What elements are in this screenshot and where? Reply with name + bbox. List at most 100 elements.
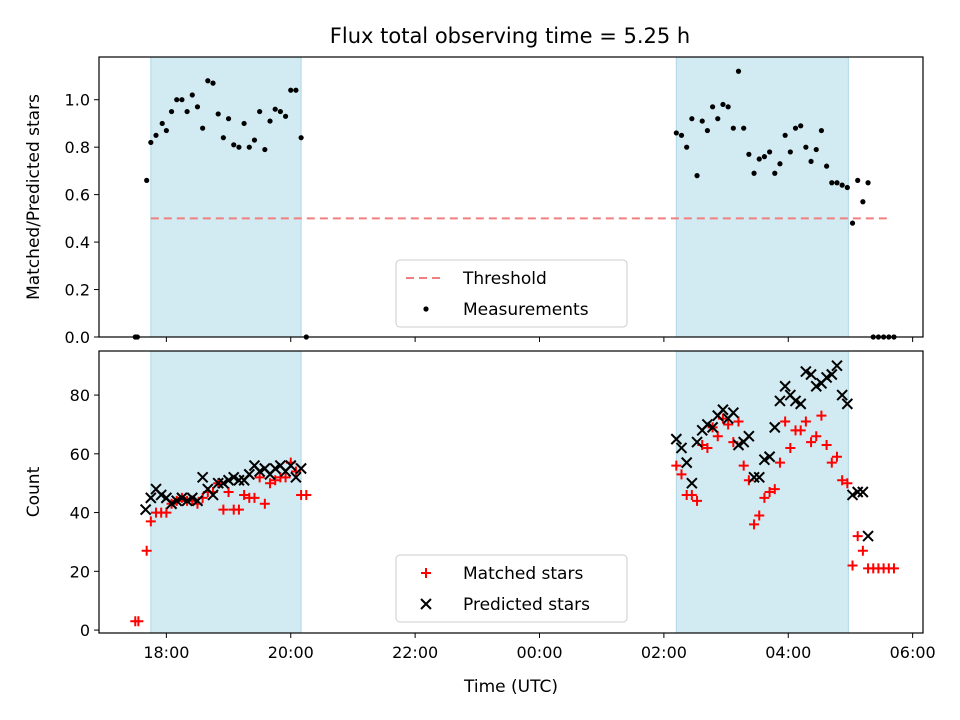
- matched-star-point: [738, 460, 749, 471]
- measurement-point: [210, 80, 216, 86]
- observing-window: [675, 56, 849, 338]
- matched-star-point: [218, 504, 229, 515]
- predicted-star-point: [800, 365, 812, 378]
- x-tick-label: 00:00: [516, 643, 562, 662]
- bottom-panel: 0 20 40 60 80 18:00 20:00 22:00 00:00 02:00 04:00 0…: [24, 350, 936, 697]
- measurement-point: [267, 118, 273, 124]
- measurement-point: [694, 173, 700, 179]
- legend-matched-swatch: [421, 568, 431, 578]
- legend-label: Measurements: [463, 300, 589, 320]
- matched-star-point: [254, 472, 265, 483]
- matched-star-point: [821, 440, 832, 450]
- predicted-star-point: [171, 495, 183, 507]
- y-tick-label: 0.6: [65, 186, 90, 205]
- y-tick-label: 0.0: [65, 328, 90, 347]
- matched-star-point: [806, 437, 817, 448]
- y-axis-label: Count: [24, 466, 44, 517]
- measurement-point: [288, 87, 294, 93]
- measurement-point: [184, 108, 190, 115]
- matched-star-point: [676, 469, 687, 480]
- y-axis-label: Matched/Predicted stars: [24, 94, 44, 300]
- measurement-point: [855, 177, 861, 183]
- measurement-point: [829, 180, 835, 186]
- matched-star-point: [857, 545, 868, 556]
- predicted-star-point: [165, 498, 178, 510]
- measurement-point: [163, 127, 169, 134]
- measurement-point: [725, 104, 731, 110]
- predicted-star-point: [212, 477, 224, 489]
- y-tick-label: 60: [70, 445, 90, 464]
- measurement-point: [236, 144, 242, 150]
- matched-star-point: [754, 510, 765, 521]
- matched-star-point: [301, 489, 312, 500]
- measurement-point: [174, 97, 180, 103]
- axes-frame: [98, 56, 924, 338]
- matched-star-point: [686, 489, 697, 500]
- predicted-star-point: [675, 442, 688, 454]
- matched-star-point: [811, 431, 822, 442]
- measurement-point: [298, 135, 304, 141]
- predicted-star-point: [831, 359, 843, 372]
- y-tick-label: 0: [80, 621, 90, 640]
- predicted-star-point: [290, 471, 302, 484]
- matched-star-point: [795, 425, 806, 436]
- measurement-point: [194, 104, 201, 110]
- legend-measurement-swatch: [423, 306, 429, 312]
- y-tick-label: 40: [70, 504, 90, 523]
- measurement-point: [782, 132, 788, 138]
- matched-star-point: [837, 475, 848, 486]
- measurement-point: [144, 177, 150, 183]
- predicted-star-point: [680, 456, 693, 469]
- measurement-point: [684, 144, 690, 150]
- measurement-point: [277, 108, 283, 115]
- matched-star-point: [749, 519, 760, 530]
- matched-star-point: [712, 431, 723, 442]
- measurement-point: [730, 125, 736, 131]
- predicted-star-point: [186, 492, 198, 504]
- predicted-star-point: [774, 395, 786, 407]
- predicted-star-point: [743, 430, 755, 442]
- matched-star-point: [145, 516, 156, 527]
- x-tick-label: 04:00: [765, 643, 811, 662]
- matched-star-point: [780, 416, 791, 427]
- legend-predicted-swatch: [420, 598, 432, 610]
- observing-window: [150, 56, 302, 338]
- predicted-star-point: [727, 406, 740, 419]
- measurement-point: [849, 220, 856, 226]
- matched-star-point: [826, 457, 837, 468]
- predicted-star-point: [789, 395, 802, 407]
- measurement-point: [756, 156, 762, 162]
- predicted-star-point: [732, 439, 745, 451]
- matched-star-point: [280, 472, 291, 483]
- predicted-star-point: [155, 489, 167, 501]
- matched-star-point: [769, 484, 780, 495]
- measurement-point: [787, 149, 793, 155]
- matched-star-point: [233, 504, 244, 515]
- measurement-point: [246, 144, 252, 150]
- matched-star-point: [692, 495, 703, 506]
- predicted-star-point: [196, 471, 209, 484]
- y-tick-label: 1.0: [65, 91, 90, 110]
- measurement-point: [735, 68, 742, 74]
- predicted-star-point: [862, 530, 874, 542]
- y-tick-label: 80: [70, 386, 90, 405]
- predicted-star-point: [139, 503, 152, 516]
- matched-star-point: [847, 560, 858, 571]
- predicted-star-point: [181, 495, 193, 507]
- predicted-star-point: [691, 436, 703, 448]
- predicted-star-point: [701, 418, 714, 431]
- measurement-point: [153, 132, 159, 138]
- matched-star-point: [249, 492, 260, 503]
- measurement-point: [220, 135, 226, 141]
- legend-label: Threshold: [462, 269, 547, 289]
- measurement-point: [272, 106, 278, 112]
- measurement-point: [699, 118, 705, 124]
- measurement-point: [844, 184, 850, 191]
- x-axis-label: Time (UTC): [463, 677, 558, 697]
- figure-title: Flux total observing time = 5.25 h: [330, 24, 690, 48]
- matched-star-point: [161, 507, 172, 518]
- matched-star-point: [852, 531, 863, 542]
- y-tick-label: 0.8: [65, 138, 90, 157]
- predicted-star-point: [243, 468, 255, 481]
- matched-star-point: [259, 498, 270, 509]
